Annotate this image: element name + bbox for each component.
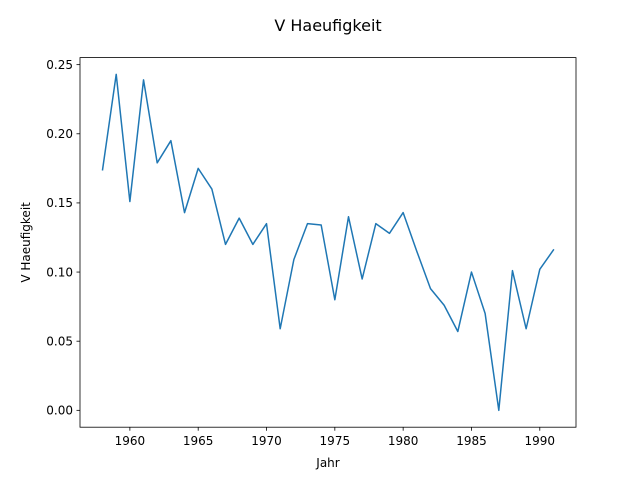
y-tick-label: 0.00: [46, 404, 73, 418]
series-line: [101, 73, 555, 412]
y-tick-label: 0.05: [46, 334, 73, 348]
x-tick-label: 1960: [115, 434, 146, 448]
y-tick-label: 0.20: [46, 127, 73, 141]
x-axis-label: Jahr: [315, 456, 339, 470]
x-tick-label: 1975: [320, 434, 351, 448]
x-axis-ticks: 1960 1965 1970 1975 1980 1985 1990: [115, 427, 555, 448]
y-axis-label: V Haeufigkeit: [19, 202, 33, 283]
plot-area-frame: [79, 57, 577, 428]
y-axis-ticks: 0.00 0.05 0.10 0.15 0.20 0.25: [46, 58, 80, 418]
x-tick-label: 1990: [525, 434, 556, 448]
y-tick-label: 0.10: [46, 265, 73, 279]
x-tick-label: 1965: [183, 434, 214, 448]
y-tick-label: 0.15: [46, 196, 73, 210]
series-layer: [101, 73, 555, 412]
x-tick-label: 1980: [388, 434, 419, 448]
y-tick-label: 0.25: [46, 58, 73, 72]
x-tick-label: 1970: [251, 434, 282, 448]
chart-title: V Haeufigkeit: [274, 16, 381, 35]
x-tick-label: 1985: [456, 434, 487, 448]
